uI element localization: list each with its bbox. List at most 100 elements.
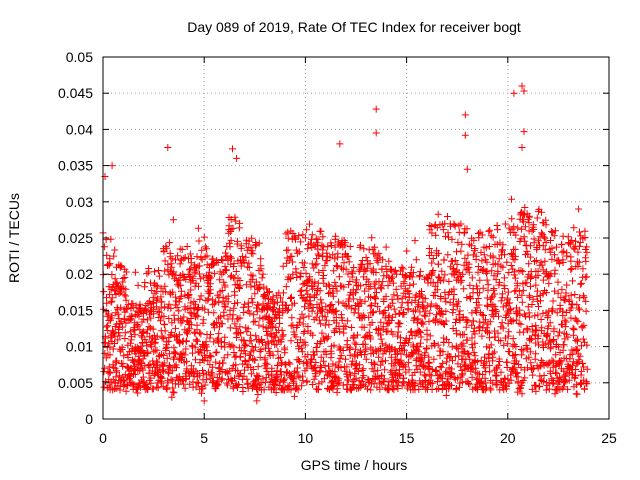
data-point	[206, 334, 214, 342]
data-point	[374, 366, 382, 374]
data-point	[532, 350, 540, 358]
data-point	[229, 311, 237, 319]
data-point	[377, 361, 385, 369]
data-point	[528, 227, 536, 235]
data-point	[360, 245, 368, 253]
data-point	[495, 312, 502, 320]
data-point	[412, 256, 420, 264]
data-point	[288, 314, 296, 322]
data-point	[294, 321, 302, 329]
data-point	[570, 244, 578, 252]
data-point	[517, 384, 525, 392]
data-point	[155, 267, 162, 274]
data-point	[172, 324, 179, 332]
data-point	[296, 273, 304, 281]
data-point	[259, 270, 267, 278]
data-point	[184, 330, 191, 338]
data-point	[528, 323, 536, 330]
data-point	[350, 264, 358, 271]
data-point	[240, 337, 248, 345]
data-point	[525, 353, 533, 361]
data-point	[520, 233, 528, 241]
data-point	[152, 303, 160, 311]
data-point	[454, 298, 462, 306]
data-point	[218, 366, 226, 374]
data-point	[576, 239, 584, 246]
data-point	[577, 367, 585, 375]
data-point	[572, 237, 579, 245]
data-point	[575, 304, 583, 312]
data-point	[547, 237, 554, 244]
data-point	[309, 331, 317, 339]
data-point	[425, 378, 433, 386]
data-point	[510, 352, 518, 360]
data-point	[192, 311, 200, 319]
data-point	[550, 336, 558, 343]
data-point	[122, 305, 130, 313]
data-point	[573, 345, 581, 353]
data-point	[256, 314, 264, 322]
data-point	[560, 341, 568, 349]
data-point	[216, 276, 224, 284]
data-point	[101, 349, 109, 357]
y-tick-label: 0.025	[58, 230, 93, 246]
data-point	[187, 278, 195, 286]
data-point	[237, 242, 245, 250]
x-tick-label: 25	[601, 430, 617, 446]
data-point	[214, 381, 222, 389]
data-point	[495, 255, 503, 263]
data-point	[351, 350, 358, 358]
data-point	[196, 270, 203, 278]
data-point	[284, 228, 292, 236]
data-point	[450, 221, 458, 229]
data-point	[300, 313, 308, 321]
data-point	[383, 268, 391, 276]
data-point	[498, 319, 506, 327]
data-point	[577, 380, 584, 388]
data-point	[250, 311, 258, 319]
data-point	[514, 224, 522, 232]
data-point	[317, 227, 325, 235]
data-point	[583, 273, 591, 281]
data-point	[478, 231, 486, 239]
data-point	[551, 227, 559, 235]
data-point	[335, 298, 342, 306]
data-point	[309, 381, 317, 388]
data-point	[423, 344, 431, 352]
data-point	[491, 333, 499, 341]
data-point	[446, 372, 454, 380]
data-point	[537, 316, 545, 323]
data-point	[210, 320, 217, 328]
data-point	[308, 307, 316, 315]
data-point	[194, 379, 202, 387]
data-point	[427, 372, 435, 380]
data-point	[185, 291, 193, 298]
data-point	[503, 258, 511, 266]
data-point	[576, 242, 583, 250]
data-point	[475, 327, 483, 335]
data-point	[244, 379, 252, 387]
data-point	[298, 310, 306, 318]
data-point	[259, 323, 267, 331]
data-point	[370, 367, 378, 375]
data-point	[389, 330, 397, 338]
data-point	[423, 326, 431, 334]
data-point	[472, 384, 480, 392]
data-point	[328, 242, 335, 249]
data-point	[287, 275, 295, 283]
data-point	[315, 380, 323, 388]
data-point	[207, 368, 215, 376]
data-point	[517, 320, 525, 328]
x-tick-label: 15	[399, 430, 415, 446]
data-point	[336, 140, 344, 148]
data-point	[478, 311, 486, 319]
data-point	[456, 307, 464, 315]
data-point	[123, 381, 131, 389]
data-point	[284, 246, 292, 254]
data-point	[382, 262, 390, 270]
data-point	[344, 252, 352, 260]
data-point	[235, 381, 242, 388]
data-point	[215, 314, 223, 322]
data-point	[240, 258, 248, 266]
y-tick-label: 0.02	[66, 266, 93, 282]
